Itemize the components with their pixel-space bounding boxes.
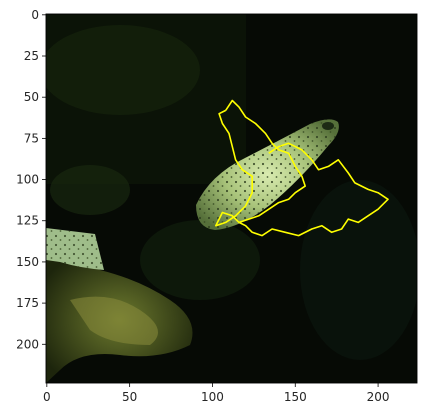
x-axis: 0 50 100 150 200: [43, 383, 390, 404]
y-tick-label: 0: [31, 8, 39, 22]
y-axis: 0 25 50 75 100 125 150 175 200: [16, 8, 46, 351]
y-tick-label: 75: [24, 131, 39, 145]
x-tick-label: 0: [43, 390, 51, 404]
y-tick-label: 50: [24, 90, 39, 104]
axes-frame: [45, 13, 418, 384]
y-tick-label: 25: [24, 49, 39, 63]
y-tick-label: 175: [16, 296, 39, 310]
x-tick-label: 50: [122, 390, 137, 404]
y-tick-label: 125: [16, 214, 39, 228]
photo: [46, 14, 417, 383]
y-tick-label: 200: [16, 337, 39, 351]
x-tick-label: 200: [367, 390, 390, 404]
x-tick-label: 100: [201, 390, 224, 404]
y-tick-label: 100: [16, 173, 39, 187]
overlay-contour-1: [215, 99, 307, 227]
x-tick-label: 150: [284, 390, 307, 404]
overlay-contour-2: [238, 142, 389, 237]
overlay-contours: [215, 99, 389, 237]
y-tick-label: 150: [16, 255, 39, 269]
